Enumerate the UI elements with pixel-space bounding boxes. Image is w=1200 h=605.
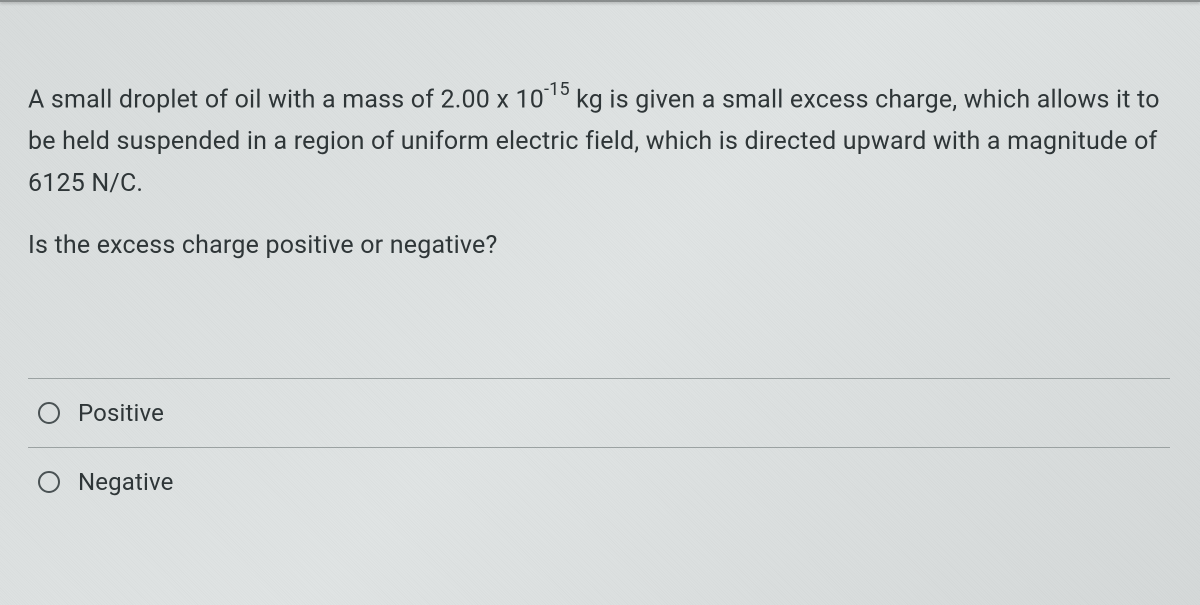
options-container: Positive Negative	[0, 378, 1200, 516]
radio-icon	[38, 402, 60, 424]
question-exponent: -15	[544, 79, 570, 100]
question-paragraph: A small droplet of oil with a mass of 2.…	[28, 78, 1170, 205]
option-negative[interactable]: Negative	[28, 448, 1170, 516]
question-text-pre: A small droplet of oil with a mass of 2.…	[28, 85, 544, 114]
option-label: Negative	[78, 468, 173, 496]
option-positive[interactable]: Positive	[28, 379, 1170, 447]
question-prompt: Is the excess charge positive or negativ…	[28, 231, 1170, 260]
option-label: Positive	[78, 399, 164, 427]
radio-icon	[38, 471, 60, 493]
question-container: A small droplet of oil with a mass of 2.…	[0, 0, 1200, 260]
